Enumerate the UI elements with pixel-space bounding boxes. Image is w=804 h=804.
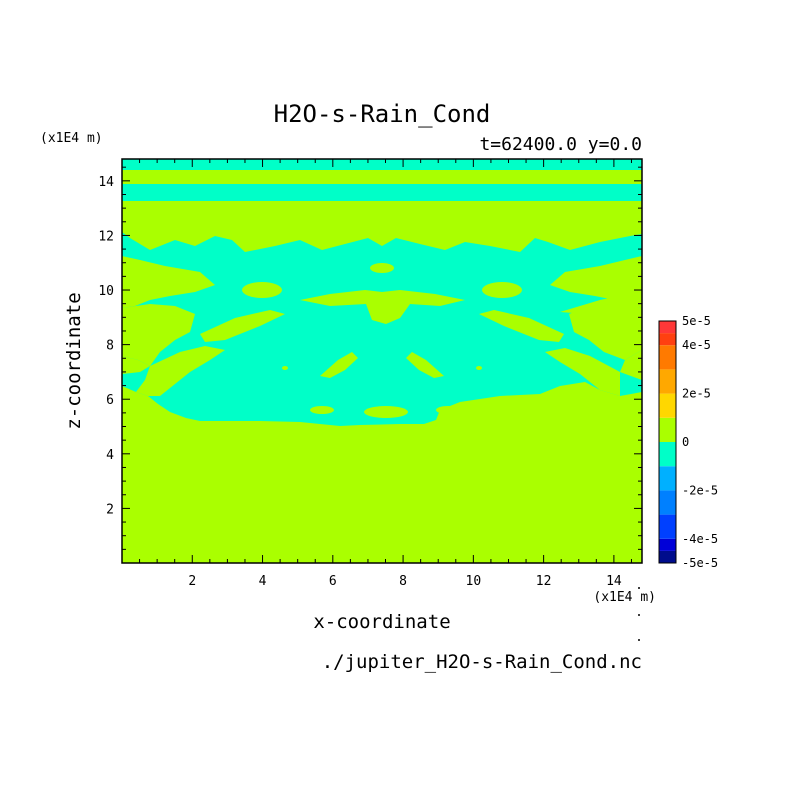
- colorbar-level: [659, 514, 676, 539]
- field-positive-island-center-small: [370, 263, 394, 273]
- colorbar-label: -5e-5: [682, 556, 718, 570]
- colorbar-level: [659, 550, 676, 563]
- colorbar-label: 2e-5: [682, 387, 711, 401]
- field-negative-stripe: [122, 184, 642, 201]
- colorbar-label: -2e-5: [682, 483, 718, 497]
- x-tick-label: 6: [329, 574, 337, 589]
- field-positive-bottom-left: [310, 406, 334, 414]
- colorbar-label: 5e-5: [682, 314, 711, 328]
- heatmap-field: [122, 159, 642, 563]
- colorbar: [658, 320, 677, 564]
- x-axis-ticks: 2 4 6 8 10 12 14: [139, 159, 632, 589]
- plot-frame: [121, 158, 643, 564]
- y-tick-label: 12: [98, 229, 114, 244]
- chart-title: H2O-s-Rain_Cond: [274, 100, 491, 128]
- y-tick-label: 10: [98, 284, 114, 299]
- x-tick-label: 2: [188, 574, 196, 589]
- y-tick-label: 2: [106, 502, 114, 517]
- x-tick-label: 8: [399, 574, 407, 589]
- colorbar-level: [659, 490, 676, 515]
- field-positive-arm-left: [136, 346, 225, 396]
- field-negative-main-region: [122, 232, 642, 426]
- y-tick-label: 4: [106, 448, 114, 463]
- field-positive-wing-left: [320, 352, 358, 378]
- colorbar-level: [659, 417, 676, 442]
- field-positive-arm-right: [545, 348, 620, 396]
- field-positive-dot-right: [476, 366, 482, 370]
- field-positive-streak-right: [479, 310, 564, 342]
- chart-subtitle: t=62400.0 y=0.0: [479, 134, 642, 155]
- x-axis-label: x-coordinate: [313, 611, 450, 633]
- colorbar-level: [659, 442, 676, 467]
- field-positive-island-right-blob: [482, 282, 522, 298]
- field-positive-bottom-right: [436, 406, 460, 414]
- field-positive-lower-right: [569, 304, 642, 360]
- colorbar-level: [659, 466, 676, 491]
- x-tick-label: 10: [466, 574, 482, 589]
- colorbar-level: [659, 369, 676, 394]
- x-tick-label: 14: [606, 574, 622, 589]
- field-positive-island-center-wide: [300, 290, 465, 324]
- y-tick-label: 8: [106, 339, 114, 354]
- field-negative-top-band: [122, 159, 642, 170]
- field-positive-lower-left: [122, 304, 195, 366]
- field-positive-island-right-upper: [550, 256, 642, 308]
- y-tick-label: 14: [98, 175, 114, 190]
- colorbar-label: -4e-5: [682, 532, 718, 546]
- x-tick-label: 4: [259, 574, 267, 589]
- colorbar-label: 4e-5: [682, 338, 711, 352]
- colorbar-level: [659, 393, 676, 418]
- marker-dot-2: [638, 614, 640, 616]
- y-axis-ticks: 2 4 6 8 10 12 14: [98, 166, 642, 550]
- y-axis-label: z-coordinate: [63, 292, 85, 429]
- marker-dot-3: [638, 639, 640, 641]
- x-unit-label: (x1E4 m): [593, 590, 656, 605]
- marker-dot-1: [638, 587, 640, 589]
- colorbar-frame: [658, 320, 677, 564]
- colorbar-level: [659, 538, 676, 551]
- colorbar-labels: 5e-5 4e-5 2e-5 0 -2e-5 -4e-5 -5e-5: [682, 314, 718, 570]
- source-file-label: ./jupiter_H2O-s-Rain_Cond.nc: [322, 651, 642, 673]
- colorbar-label: 0: [682, 435, 689, 449]
- colorbar-level: [659, 321, 676, 334]
- field-positive-bottom-center: [364, 406, 408, 418]
- y-tick-label: 6: [106, 393, 114, 408]
- y-unit-label: (x1E4 m): [40, 131, 103, 146]
- field-positive-island-left-upper: [122, 256, 215, 308]
- field-positive-dot-left: [282, 366, 288, 370]
- field-positive-streak-left: [200, 310, 285, 342]
- colorbar-level: [659, 345, 676, 370]
- field-positive-wing-right: [406, 352, 444, 378]
- colorbar-level: [659, 333, 676, 346]
- x-tick-label: 12: [536, 574, 552, 589]
- field-positive-island-left-blob: [242, 282, 282, 298]
